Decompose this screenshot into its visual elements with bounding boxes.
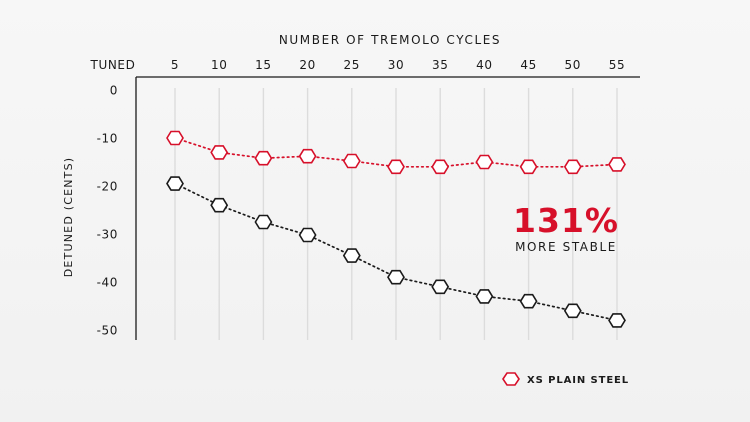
x-tick-label: 20 xyxy=(299,58,315,72)
x-tick-label: 55 xyxy=(609,58,625,72)
y-tick-label: -30 xyxy=(97,228,118,242)
chart-title: NUMBER OF TREMOLO CYCLES xyxy=(279,33,501,47)
series-0-point xyxy=(563,159,582,175)
series-1-point xyxy=(475,289,494,304)
legend: XS PLAIN STEEL xyxy=(502,372,629,386)
y-tick-label: -50 xyxy=(97,324,118,338)
legend-hexagon-icon xyxy=(502,372,520,386)
x-tick-label: 40 xyxy=(476,58,492,72)
series-1-point xyxy=(210,197,229,213)
annotation-text: MORE STABLE xyxy=(515,240,617,254)
series-0-point xyxy=(608,157,626,172)
series-1-point xyxy=(519,293,538,309)
x-tick-label: 30 xyxy=(388,58,404,72)
x-tick-label: 50 xyxy=(565,58,581,72)
y-axis-ticks: 0 -10 -20 -30 -40 -50 xyxy=(97,84,118,338)
x-tick-label: 35 xyxy=(432,58,448,72)
series-1-point xyxy=(431,279,450,295)
series-0-point xyxy=(475,154,494,170)
annotation-value: 131% xyxy=(513,201,619,240)
series-1-point xyxy=(166,176,184,191)
series-0-point xyxy=(210,145,229,160)
series-layer xyxy=(166,130,626,328)
series-0-point xyxy=(431,159,450,175)
x-tick-label: 25 xyxy=(344,58,360,72)
series-1-point xyxy=(342,248,361,263)
x-tick-label: 15 xyxy=(255,58,271,72)
y-axis-label: DETUNED (CENTS) xyxy=(62,157,75,277)
x-axis-ticks: TUNED 5 10 15 20 25 30 35 40 45 50 55 xyxy=(90,58,625,72)
series-0-point xyxy=(342,153,361,169)
series-1-point xyxy=(387,269,405,285)
series-1-point xyxy=(254,214,273,230)
series-1-point xyxy=(563,303,582,319)
y-tick-label: 0 xyxy=(110,84,118,98)
series-1-point xyxy=(298,227,317,243)
x-tick-label: 45 xyxy=(520,58,536,72)
series-0-point xyxy=(387,159,405,175)
y-tick-label: -20 xyxy=(97,180,118,194)
grid xyxy=(174,88,618,340)
series-0-point xyxy=(254,150,273,166)
y-tick-label: -40 xyxy=(97,276,118,290)
series-0-point xyxy=(166,130,184,146)
series-0-point xyxy=(519,159,538,175)
x-tick-label: 5 xyxy=(171,58,179,72)
series-0-point xyxy=(298,148,317,164)
legend-label: XS PLAIN STEEL xyxy=(527,375,629,386)
series-1-point xyxy=(608,313,626,328)
x-tick-label: TUNED xyxy=(90,58,136,72)
x-tick-label: 10 xyxy=(211,58,227,72)
y-tick-label: -10 xyxy=(97,132,118,146)
